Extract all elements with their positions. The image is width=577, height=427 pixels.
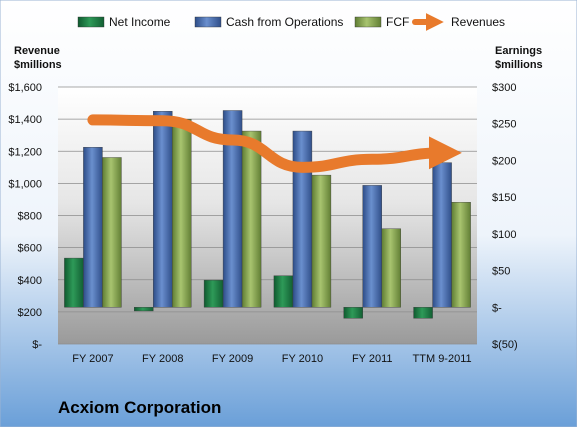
legend-label: FCF: [386, 15, 409, 29]
bar: [64, 257, 84, 308]
left-tick-label: $1,600: [8, 82, 42, 94]
legend-swatch: [354, 16, 382, 28]
left-tick-label: $1,400: [8, 114, 42, 126]
right-axis-title-line1: Earnings: [495, 45, 542, 57]
bar: [451, 202, 471, 308]
company-name: Acxiom Corporation: [58, 398, 221, 417]
x-tick-label: FY 2008: [142, 353, 183, 365]
bar: [413, 307, 433, 319]
left-tick-label: $-: [32, 339, 42, 351]
revenue-line-path: [87, 114, 462, 173]
revenue-line: [87, 114, 462, 173]
legend: Net Income Cash from Operations FCF Revenue…: [77, 13, 505, 31]
bar: [292, 130, 313, 308]
left-axis-ticks: $- $200 $400 $600 $800 $1,000 $1,200 $1,400 $1,6…: [8, 82, 42, 351]
right-tick-label: $250: [492, 119, 516, 131]
left-axis-title-line2: $millions: [14, 59, 62, 71]
left-tick-label: $400: [18, 275, 42, 287]
x-tick-label: FY 2011: [352, 353, 393, 365]
bar: [203, 279, 224, 308]
x-tick-label: FY 2007: [72, 353, 113, 365]
bar: [134, 307, 154, 312]
x-tick-label: FY 2010: [282, 353, 323, 365]
x-tick-label: TTM 9-2011: [413, 353, 472, 365]
right-tick-label: $(50): [492, 339, 518, 351]
x-axis-ticks: FY 2007 FY 2008 FY 2009 FY 2010 FY 2011 TTM 9…: [72, 353, 471, 365]
right-tick-label: $300: [492, 82, 516, 94]
legend-label: Net Income: [109, 15, 171, 29]
left-tick-label: $1,200: [8, 146, 42, 158]
right-tick-label: $100: [492, 229, 516, 241]
bar: [153, 111, 173, 308]
bar: [241, 130, 262, 308]
legend-label: Revenues: [451, 15, 505, 29]
bars: [64, 110, 471, 319]
legend-swatch: [194, 16, 222, 28]
bar: [102, 157, 122, 308]
bar: [381, 228, 401, 308]
bar: [172, 119, 192, 308]
right-axis-title-line2: $millions: [495, 59, 543, 71]
legend-swatch: [77, 16, 105, 28]
left-tick-label: $800: [18, 211, 42, 223]
right-tick-label: $200: [492, 155, 516, 167]
right-tick-label: $-: [492, 302, 502, 314]
bar: [362, 185, 382, 308]
left-tick-label: $200: [18, 307, 42, 319]
right-tick-label: $150: [492, 192, 516, 204]
bar: [432, 162, 452, 308]
left-axis-title-line1: Revenue: [14, 45, 60, 57]
right-tick-label: $50: [492, 266, 510, 278]
right-axis-ticks: $(50) $- $50 $100 $150 $200 $250 $300: [492, 82, 518, 351]
bar: [343, 307, 363, 319]
left-tick-label: $600: [18, 243, 42, 255]
bar: [311, 174, 332, 308]
x-tick-label: FY 2009: [212, 353, 253, 365]
bar: [273, 275, 294, 308]
bar: [83, 147, 103, 308]
legend-label: Cash from Operations: [226, 15, 343, 29]
left-tick-label: $1,000: [8, 178, 42, 190]
